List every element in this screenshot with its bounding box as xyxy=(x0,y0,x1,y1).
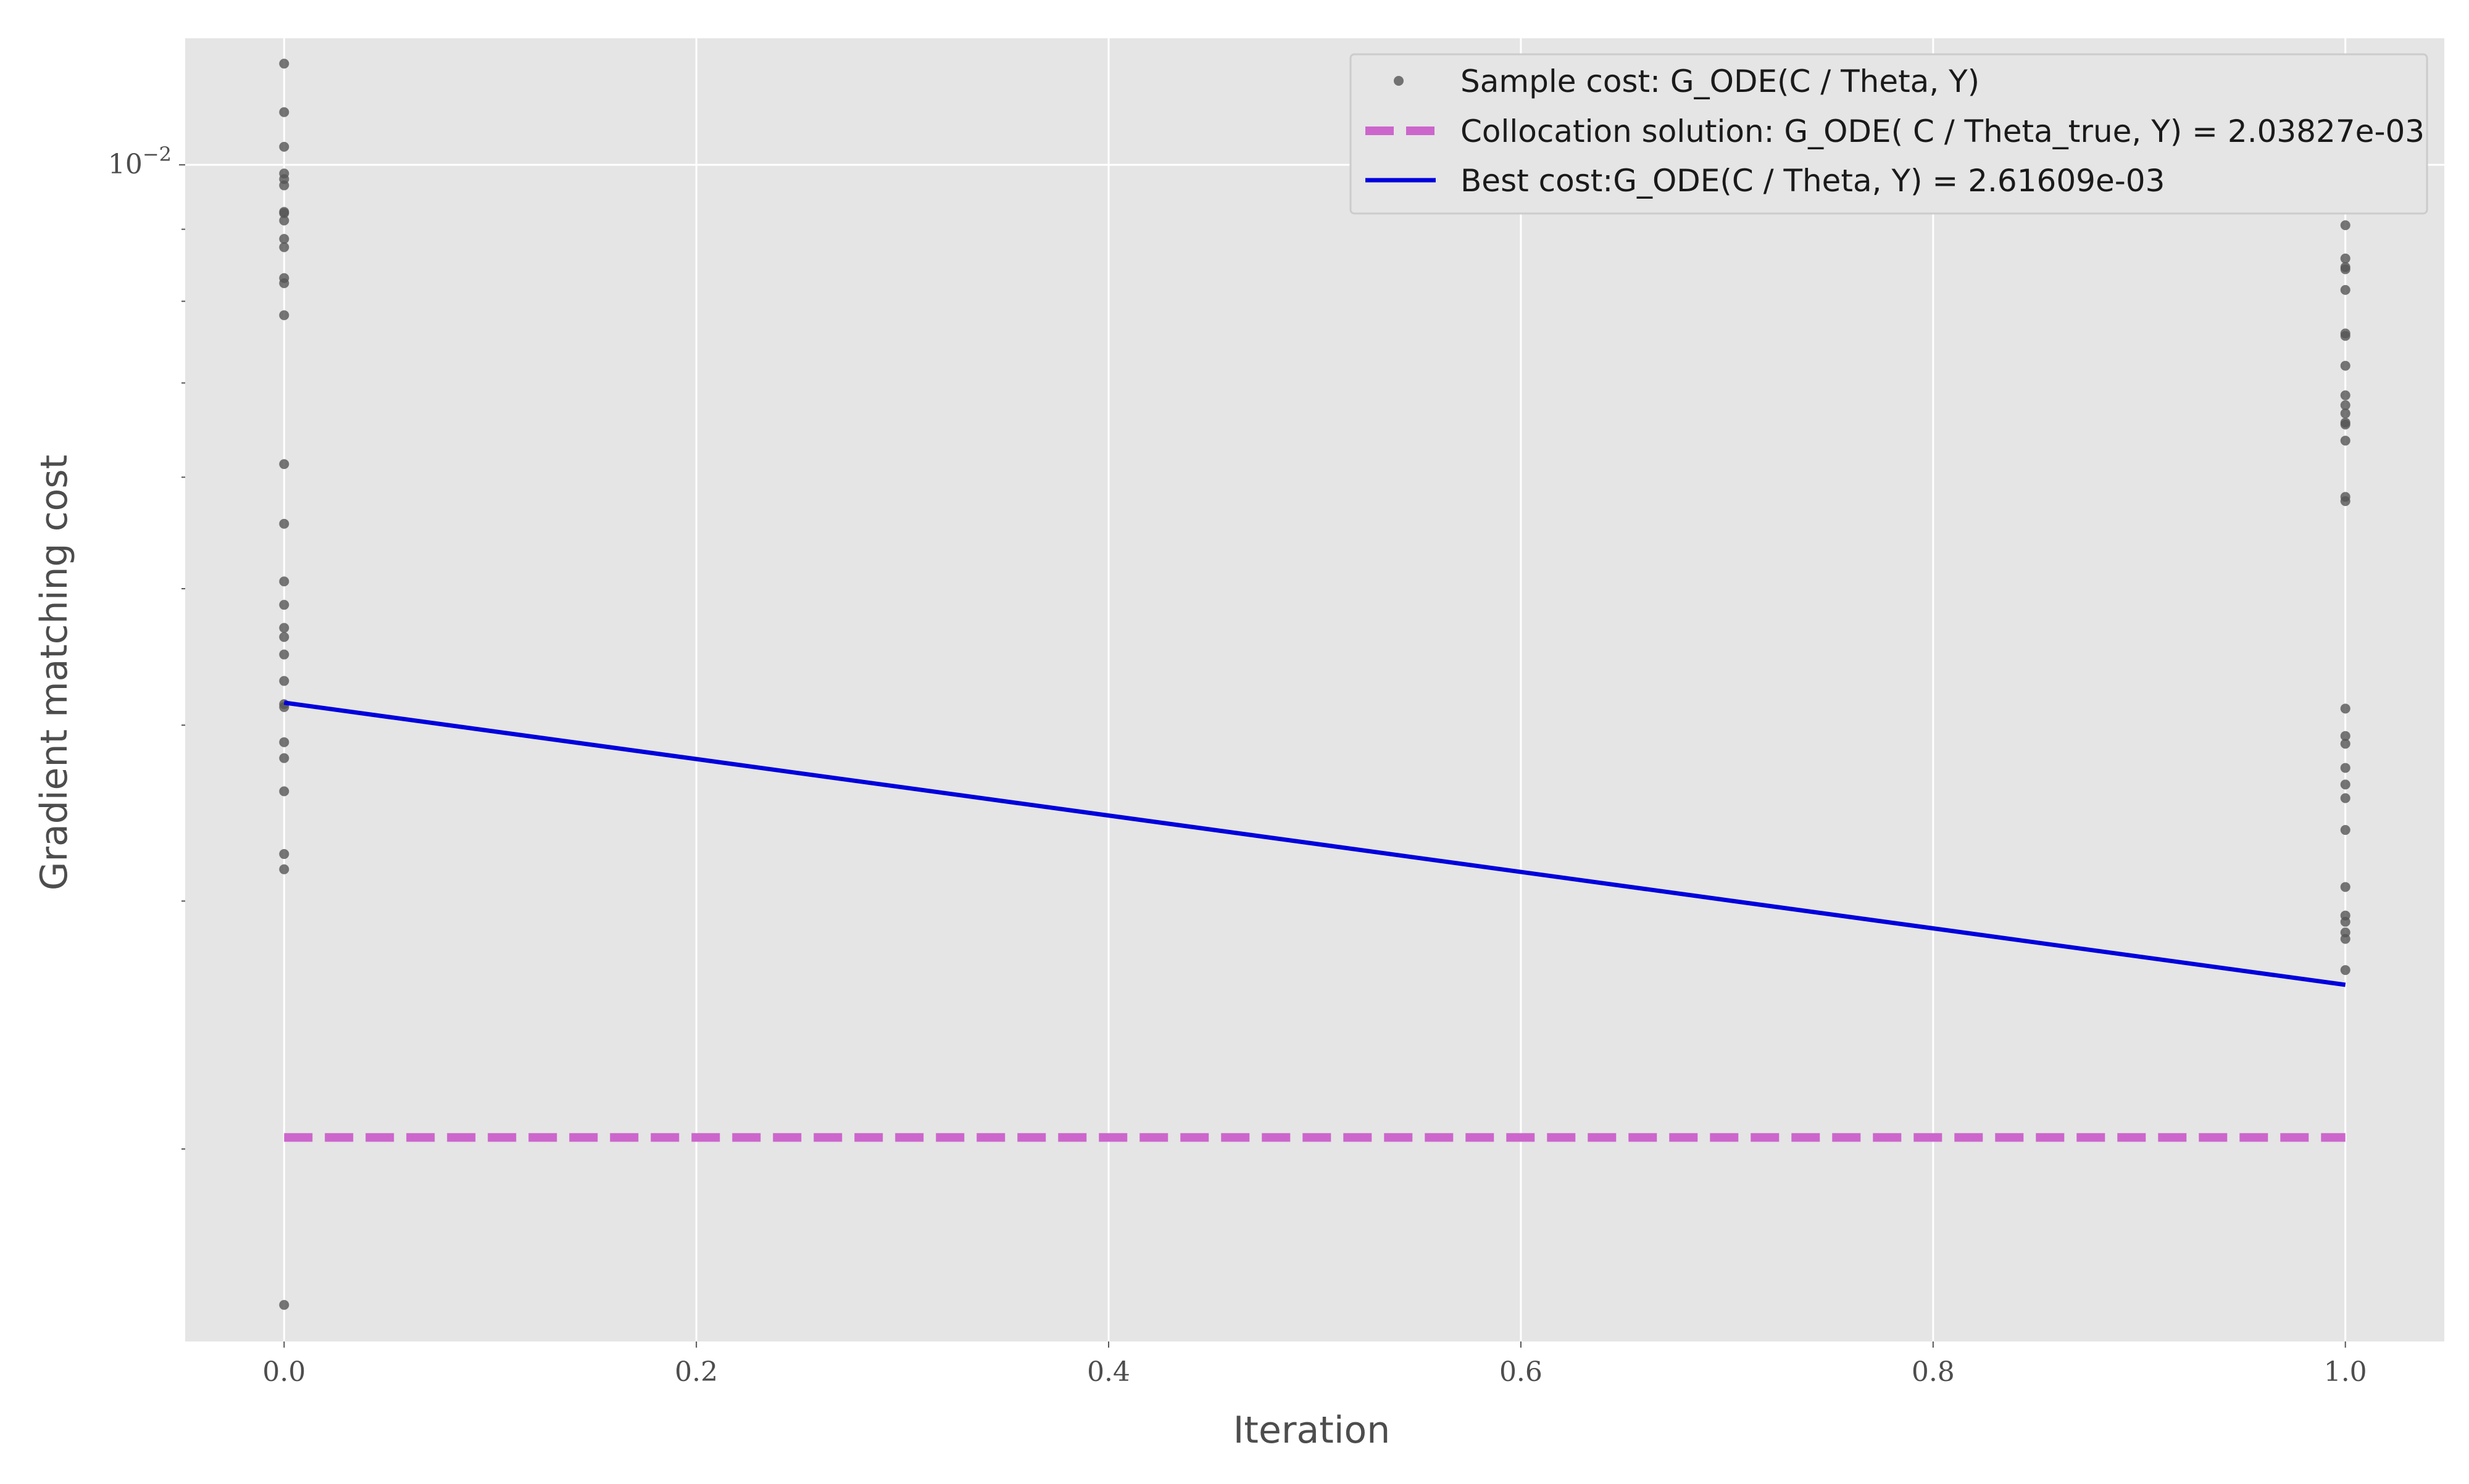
plot-area xyxy=(185,38,2444,1341)
sample-cost-point xyxy=(279,1300,289,1310)
sample-cost-point xyxy=(279,59,289,69)
sample-cost-point xyxy=(279,141,289,152)
sample-cost-point xyxy=(2340,331,2350,341)
sample-cost-point xyxy=(2340,264,2350,275)
legend-box xyxy=(1349,53,2428,215)
sample-cost-point xyxy=(279,215,289,226)
sample-cost-point xyxy=(2340,220,2350,230)
sample-cost-point xyxy=(279,849,289,860)
sample-cost-point xyxy=(2340,390,2350,400)
sample-cost-point xyxy=(279,208,289,218)
x-tick-label: 0.8 xyxy=(1912,1356,1955,1388)
series-layer xyxy=(279,59,2350,1310)
y-tick-label: 10−2 xyxy=(108,143,172,180)
x-tick-label: 0.0 xyxy=(262,1356,306,1388)
legend-entry-best-cost: Best cost:G_ODE(C / Theta, Y) = 2.61609e… xyxy=(1365,163,2165,199)
sample-cost-point xyxy=(2340,934,2350,944)
sample-cost-point xyxy=(2340,703,2350,714)
sample-cost-point xyxy=(279,459,289,470)
sample-cost-point xyxy=(2340,916,2350,927)
x-axis-title: Iteration xyxy=(1233,1409,1391,1452)
sample-cost-point xyxy=(2340,436,2350,446)
sample-cost-point xyxy=(279,632,289,642)
x-tick-label: 0.2 xyxy=(675,1356,718,1388)
best-cost-line xyxy=(283,700,2346,987)
sample-cost-point xyxy=(2340,419,2350,429)
sample-cost-point xyxy=(279,278,289,288)
legend: Sample cost: G_ODE(C / Theta, Y) Collocat… xyxy=(1349,53,2428,215)
x-tick-label: 0.6 xyxy=(1499,1356,1543,1388)
sample-cost-point xyxy=(2340,284,2350,295)
sample-cost-point xyxy=(2340,882,2350,892)
legend-entry-collocation: Collocation solution: G_ODE( C / Theta_t… xyxy=(1365,114,2425,149)
sample-cost-point xyxy=(279,234,289,244)
sample-cost-point xyxy=(2340,965,2350,976)
sample-cost-point xyxy=(2340,496,2350,507)
sample-cost-point xyxy=(279,737,289,747)
sample-cost-point xyxy=(279,576,289,587)
sample-cost-point xyxy=(2340,779,2350,790)
sample-cost-point xyxy=(279,649,289,660)
x-tick-label: 0.4 xyxy=(1087,1356,1130,1388)
sample-cost-point xyxy=(279,676,289,686)
sample-cost-point xyxy=(2340,360,2350,371)
sample-cost-point xyxy=(279,600,289,610)
sample-cost-point xyxy=(2340,731,2350,741)
legend-entry-sample-cost: Sample cost: G_ODE(C / Theta, Y) xyxy=(1394,64,1980,99)
y-axis-title: Gradient matching cost xyxy=(33,455,76,890)
sample-cost-point xyxy=(279,786,289,797)
sample-cost-point xyxy=(279,107,289,117)
ticks-layer: 0.0 0.2 0.4 0.6 0.8 1.0 10−2 xyxy=(108,143,2367,1388)
sample-cost-point xyxy=(279,242,289,252)
sample-cost-point xyxy=(279,180,289,191)
legend-label: Best cost:G_ODE(C / Theta, Y) = 2.61609e… xyxy=(1460,163,2165,199)
sample-cost-point xyxy=(2340,763,2350,773)
sample-cost-point xyxy=(279,623,289,633)
sample-cost-point xyxy=(2340,825,2350,835)
sample-cost-point xyxy=(2340,400,2350,410)
sample-cost-point xyxy=(279,753,289,763)
sample-cost-point xyxy=(2340,739,2350,749)
legend-label: Sample cost: G_ODE(C / Theta, Y) xyxy=(1460,64,1980,99)
sample-cost-point xyxy=(2340,793,2350,803)
sample-cost-point xyxy=(2340,408,2350,418)
x-tick-label: 1.0 xyxy=(2324,1356,2367,1388)
sample-cost-point xyxy=(279,864,289,874)
sample-cost-point xyxy=(2340,253,2350,263)
sample-cost-point xyxy=(279,310,289,320)
legend-label: Collocation solution: G_ODE( C / Theta_t… xyxy=(1460,114,2425,149)
sample-cost-point xyxy=(279,518,289,529)
legend-marker-scatter xyxy=(1394,76,1404,86)
